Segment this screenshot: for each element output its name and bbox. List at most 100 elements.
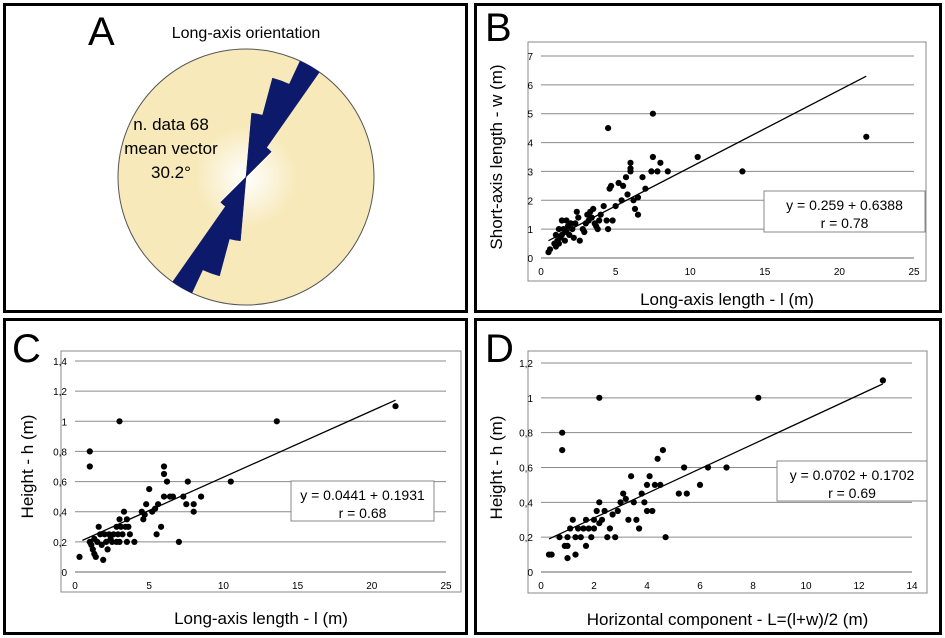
data-point xyxy=(190,508,197,515)
data-point xyxy=(580,525,587,532)
data-point xyxy=(101,531,108,538)
data-point xyxy=(546,246,554,253)
regression-equation: y = 0.0441 + 0.1931 xyxy=(300,487,425,503)
data-point xyxy=(114,531,122,538)
data-point xyxy=(608,182,615,189)
data-point xyxy=(664,168,671,175)
y-tick-label: 0,4 xyxy=(519,498,533,509)
data-point xyxy=(572,534,579,541)
data-point xyxy=(681,464,688,471)
data-point xyxy=(153,531,160,538)
rose-diagram: Long-axis orientation n. data 68 mean vect… xyxy=(117,25,375,306)
data-point xyxy=(646,473,653,480)
data-point xyxy=(91,550,98,557)
data-point xyxy=(649,153,656,161)
data-point xyxy=(573,208,580,215)
panel-letter-a: A xyxy=(88,10,115,54)
data-point xyxy=(604,534,611,541)
data-point xyxy=(559,429,566,436)
scatter-chart-c: 0 0,2 0,4 0,6 0,8 1 1,2 1,4 0 5 10 15 20 25 y = 0.0441… xyxy=(18,350,462,628)
data-point xyxy=(76,553,83,560)
data-point xyxy=(160,463,168,470)
data-point xyxy=(625,516,632,523)
data-point xyxy=(627,159,634,166)
x-tick-label: 10 xyxy=(685,267,697,278)
y-tick-label: 5 xyxy=(527,110,533,121)
data-point xyxy=(723,464,730,471)
data-point xyxy=(558,231,565,238)
x-tick-label: 0 xyxy=(538,581,544,592)
data-point xyxy=(567,525,574,532)
x-axis-label: Horizontal component - L=(l+w)/2 (m) xyxy=(587,610,869,629)
data-point xyxy=(126,531,133,538)
data-point xyxy=(555,226,562,233)
rose-petal-3-1 xyxy=(220,176,247,207)
correlation-coefficient: r = 0.68 xyxy=(339,505,387,521)
data-point xyxy=(117,523,125,530)
data-point xyxy=(563,217,570,224)
x-axis-label: Long-axis length - l (m) xyxy=(640,290,814,309)
data-point xyxy=(155,501,162,508)
x-tick-label: 20 xyxy=(834,267,846,278)
data-point xyxy=(575,214,582,221)
data-point xyxy=(649,110,656,117)
data-point xyxy=(103,538,110,545)
x-tick-label: 20 xyxy=(366,581,378,592)
data-point xyxy=(123,516,130,523)
data-point xyxy=(609,217,616,224)
data-point xyxy=(615,179,622,187)
data-point xyxy=(581,228,588,236)
data-point xyxy=(582,516,590,523)
data-point xyxy=(620,490,627,497)
data-point xyxy=(593,223,600,230)
data-point xyxy=(614,507,621,515)
panel-letter-d: D xyxy=(485,327,514,371)
rose-annotation-0: n. data 68 xyxy=(133,115,209,134)
data-point xyxy=(116,418,123,425)
data-point xyxy=(620,182,627,189)
data-point xyxy=(657,159,664,166)
data-point xyxy=(606,525,613,532)
data-point xyxy=(123,538,130,545)
data-point xyxy=(879,377,886,384)
x-tick-label: 15 xyxy=(292,581,304,592)
data-point xyxy=(116,538,123,545)
data-point xyxy=(120,508,128,515)
rose-annotation-1: mean vector xyxy=(124,139,218,158)
data-point xyxy=(694,153,701,161)
y-tick-label: 4 xyxy=(527,139,533,150)
x-tick-label: 6 xyxy=(697,581,703,592)
data-point xyxy=(622,495,629,502)
data-point xyxy=(107,535,114,542)
data-point xyxy=(612,534,619,541)
regression-line xyxy=(82,399,396,541)
plot-frame xyxy=(527,41,927,282)
y-tick-label: 3 xyxy=(527,167,533,178)
data-point xyxy=(143,501,150,508)
x-tick-label: 10 xyxy=(218,581,230,592)
data-point xyxy=(636,525,643,532)
y-tick-label: 1 xyxy=(527,394,533,405)
data-point xyxy=(627,165,634,172)
data-point xyxy=(651,481,658,488)
regression-equation: y = 0.259 + 0.6388 xyxy=(786,197,903,213)
data-point xyxy=(86,463,93,470)
data-point xyxy=(600,203,607,210)
y-tick-label: 0,6 xyxy=(53,478,67,489)
panel-d: D 0 0,2 0,4 0,6 0,8 1 1,2 0 2 4 6 8 10 12 14 y = 0.0702… xyxy=(474,318,942,635)
data-point xyxy=(567,220,574,227)
x-tick-label: 12 xyxy=(853,581,865,592)
data-point xyxy=(603,217,610,224)
data-point xyxy=(755,394,762,401)
data-point xyxy=(585,525,592,532)
data-point xyxy=(555,240,562,247)
correlation-coefficient: r = 0.69 xyxy=(828,485,876,501)
y-tick-label: 0,4 xyxy=(53,508,67,519)
panel-a: A Long-axis orientation n. data 68 mean ve… xyxy=(3,3,468,313)
data-point xyxy=(593,507,600,515)
x-tick-label: 14 xyxy=(906,581,918,592)
y-tick-label: 7 xyxy=(527,52,533,63)
y-axis-label: Height - h (m) xyxy=(18,415,37,519)
data-point xyxy=(605,125,612,132)
x-tick-label: 10 xyxy=(800,581,812,592)
